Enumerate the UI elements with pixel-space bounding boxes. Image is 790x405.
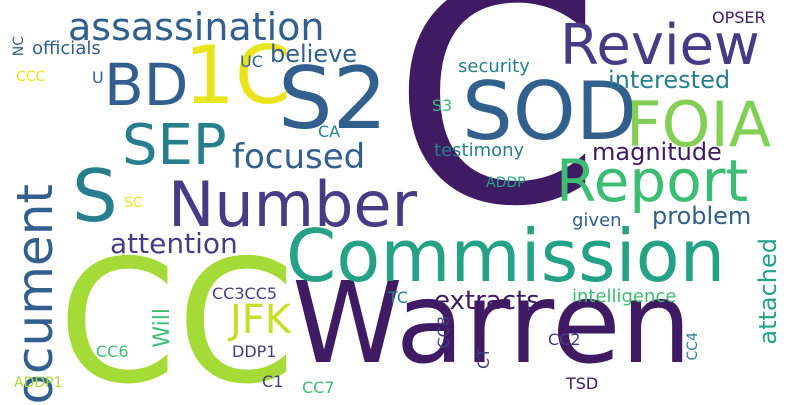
word-ct: CT (474, 348, 493, 369)
word-s3: S3 (432, 96, 453, 115)
word-believe: believe (270, 40, 358, 68)
word-testimony: testimony (434, 140, 525, 161)
word-sep: SEP (122, 113, 227, 178)
word-nc: NC (11, 36, 27, 57)
word-officials: officials (32, 38, 101, 59)
word-problem: problem (652, 202, 752, 230)
word-bd: BD (104, 51, 189, 119)
word-ddp1: DDP1 (232, 342, 277, 361)
word-will: Will (150, 308, 175, 348)
word-attention: attention (110, 227, 238, 260)
word-cc: CC (58, 224, 296, 405)
word-addp1: ADDP1 (14, 375, 63, 391)
word-tsd: TSD (566, 374, 599, 393)
word-magnitude: magnitude (592, 138, 722, 166)
word-1c: 1C (184, 29, 291, 122)
word-document: Document (6, 184, 64, 405)
word-attached: attached (754, 238, 782, 345)
word-c: C (392, 0, 602, 272)
word-s2: S2 (278, 49, 388, 149)
word-ca: CA (318, 122, 341, 141)
word-focused: focused (232, 137, 366, 177)
word-c1: C1 (262, 372, 284, 391)
word-security: security (458, 56, 530, 77)
word-u: U (92, 68, 104, 87)
word-extracts: extracts (434, 286, 540, 316)
word-tc: TC (388, 288, 409, 307)
word-cc6: CC6 (96, 342, 129, 361)
word-intelligence: intelligence (572, 286, 677, 307)
word-opser: OPSER (712, 8, 766, 27)
word-s: S (72, 154, 118, 238)
word-sc: SC (124, 195, 143, 211)
word-addp: ADDP (486, 175, 526, 191)
word-report: Report (556, 147, 749, 215)
word-number: Number (168, 168, 418, 241)
word-review: Review (560, 13, 760, 78)
word-cc4: CC4 (685, 332, 701, 361)
word-jfk: JFK (230, 297, 292, 343)
word-interested: interested (608, 66, 731, 94)
word-uc: UC (240, 52, 263, 71)
word-foia: FOIA (626, 88, 772, 161)
word-cc8: CC8 (434, 316, 453, 349)
word-sod: SOD (462, 65, 638, 158)
word-cc3cc5: CC3CC5 (212, 284, 278, 303)
word-warren: Warren (292, 259, 692, 389)
word-cc2: CC2 (548, 330, 581, 349)
word-commission: Commission (286, 214, 726, 298)
word-assassination: assassination (68, 5, 325, 49)
word-given: given (572, 210, 622, 231)
word-ccc: CCC (16, 69, 46, 85)
word-cc7: CC7 (302, 378, 335, 397)
